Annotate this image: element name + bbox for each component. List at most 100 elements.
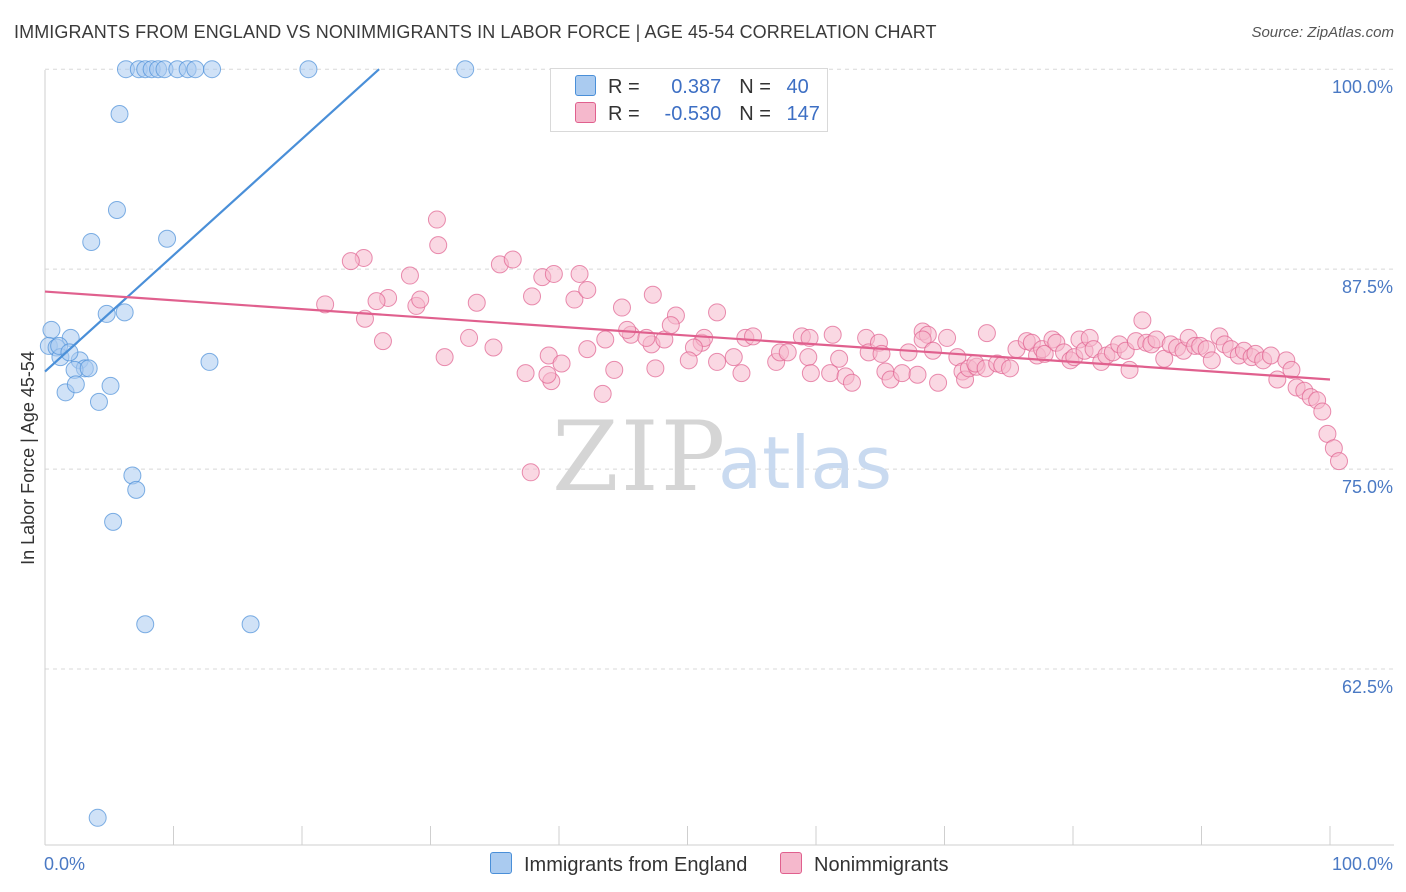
bottom-legend-swatch-blue — [490, 852, 512, 874]
data-point-nonimmigrants — [913, 330, 932, 349]
data-point-nonimmigrants — [411, 290, 430, 309]
data-point-nonimmigrants — [578, 280, 597, 299]
data-point-nonimmigrants — [593, 384, 612, 403]
data-point-nonimmigrants — [521, 463, 540, 482]
data-point-nonimmigrants — [373, 332, 392, 351]
legend-r-value: 0.387 — [671, 76, 722, 98]
data-point-immigrants — [104, 512, 123, 531]
data-point-nonimmigrants — [893, 364, 912, 383]
data-point-immigrants — [88, 808, 107, 827]
data-point-nonimmigrants — [1261, 346, 1280, 365]
data-point-nonimmigrants — [552, 354, 571, 373]
chart-title: IMMIGRANTS FROM ENGLAND VS NONIMMIGRANTS… — [14, 22, 937, 42]
data-point-nonimmigrants — [929, 373, 948, 392]
data-point-nonimmigrants — [823, 325, 842, 344]
legend-n-value: 147 — [786, 103, 820, 125]
data-point-nonimmigrants — [708, 303, 727, 322]
trend-lines — [44, 68, 1331, 381]
data-point-immigrants — [107, 200, 126, 219]
data-point-nonimmigrants — [578, 340, 597, 359]
data-point-nonimmigrants — [367, 292, 386, 311]
watermark: ZIP atlas — [552, 401, 892, 513]
data-point-immigrants — [110, 104, 129, 123]
data-point-nonimmigrants — [661, 316, 680, 335]
data-point-immigrants — [203, 60, 222, 79]
y-tick-label: 100.0% — [1332, 77, 1393, 97]
data-point-nonimmigrants — [1282, 360, 1301, 379]
y-tick-label: 62.5% — [1342, 677, 1393, 697]
data-point-nonimmigrants — [467, 293, 486, 312]
data-point-nonimmigrants — [1133, 311, 1152, 330]
bottom-legend-immigrants: Immigrants from England — [490, 852, 747, 877]
data-point-nonimmigrants — [938, 328, 957, 347]
source-label: Source: ZipAtlas.com — [1251, 24, 1394, 41]
data-point-nonimmigrants — [538, 365, 557, 384]
data-point-nonimmigrants — [899, 343, 918, 362]
data-point-nonimmigrants — [1329, 452, 1348, 471]
data-point-nonimmigrants — [744, 327, 763, 346]
data-point-immigrants — [79, 359, 98, 378]
series-nonimmigrants — [316, 210, 1348, 482]
data-point-nonimmigrants — [908, 365, 927, 384]
legend-n-label: N = — [739, 76, 771, 98]
data-point-nonimmigrants — [923, 341, 942, 360]
data-point-nonimmigrants — [724, 348, 743, 367]
data-point-nonimmigrants — [799, 348, 818, 367]
data-point-nonimmigrants — [1313, 402, 1332, 421]
data-point-immigrants — [101, 376, 120, 395]
data-point-immigrants — [66, 375, 85, 394]
data-point-nonimmigrants — [316, 295, 335, 314]
data-point-nonimmigrants — [732, 364, 751, 383]
data-point-immigrants — [115, 303, 134, 322]
y-tick-label: 87.5% — [1342, 277, 1393, 297]
legend-row-immigrants: R = 0.387 N = 40 — [575, 75, 809, 101]
legend-swatch-pink — [575, 102, 596, 123]
data-point-nonimmigrants — [503, 250, 522, 269]
data-point-nonimmigrants — [1120, 360, 1139, 379]
data-point-nonimmigrants — [484, 338, 503, 357]
data-point-nonimmigrants — [544, 264, 563, 283]
legend-swatch-blue — [575, 75, 596, 96]
data-point-nonimmigrants — [708, 352, 727, 371]
data-point-nonimmigrants — [523, 287, 542, 306]
data-point-nonimmigrants — [1001, 359, 1020, 378]
legend-r-label: R = — [608, 76, 640, 98]
data-point-immigrants — [241, 615, 260, 634]
data-point-nonimmigrants — [400, 266, 419, 285]
data-point-nonimmigrants — [565, 290, 584, 309]
data-point-nonimmigrants — [842, 373, 861, 392]
legend-r-value: -0.530 — [664, 103, 722, 125]
y-tick-label: 75.0% — [1342, 477, 1393, 497]
data-point-nonimmigrants — [341, 252, 360, 271]
legend-n-value: 40 — [786, 76, 809, 98]
bottom-legend-label: Nonimmigrants — [814, 854, 949, 876]
data-point-nonimmigrants — [516, 364, 535, 383]
data-point-nonimmigrants — [429, 236, 448, 255]
axis-labels: 100.0% 87.5% 75.0% 62.5% 0.0% 100.0% In Labor … — [18, 77, 1393, 874]
data-point-nonimmigrants — [460, 328, 479, 347]
data-point-nonimmigrants — [539, 346, 558, 365]
data-point-nonimmigrants — [1035, 344, 1054, 363]
bottom-legend-swatch-pink — [780, 852, 802, 874]
data-point-immigrants — [136, 615, 155, 634]
data-point-immigrants — [60, 343, 79, 362]
data-point-immigrants — [82, 232, 101, 251]
trend-line-immigrants — [44, 68, 380, 373]
watermark-zip: ZIP — [552, 401, 727, 513]
data-point-immigrants — [456, 60, 475, 79]
data-point-immigrants — [200, 352, 219, 371]
data-point-nonimmigrants — [570, 264, 589, 283]
watermark-atlas: atlas — [718, 421, 892, 505]
series-immigrants-england — [39, 60, 475, 827]
data-point-nonimmigrants — [679, 351, 698, 370]
trend-line-nonimmigrants — [44, 290, 1331, 381]
data-point-nonimmigrants — [435, 348, 454, 367]
x-tick-label: 0.0% — [44, 854, 85, 874]
legend-row-nonimmigrants: R = -0.530 N = 147 — [575, 102, 820, 128]
data-point-nonimmigrants — [1202, 351, 1221, 370]
legend-r-label: R = — [608, 103, 640, 125]
bottom-legend-nonimmigrants: Nonimmigrants — [780, 852, 948, 877]
data-point-nonimmigrants — [801, 364, 820, 383]
data-point-immigrants — [158, 229, 177, 248]
